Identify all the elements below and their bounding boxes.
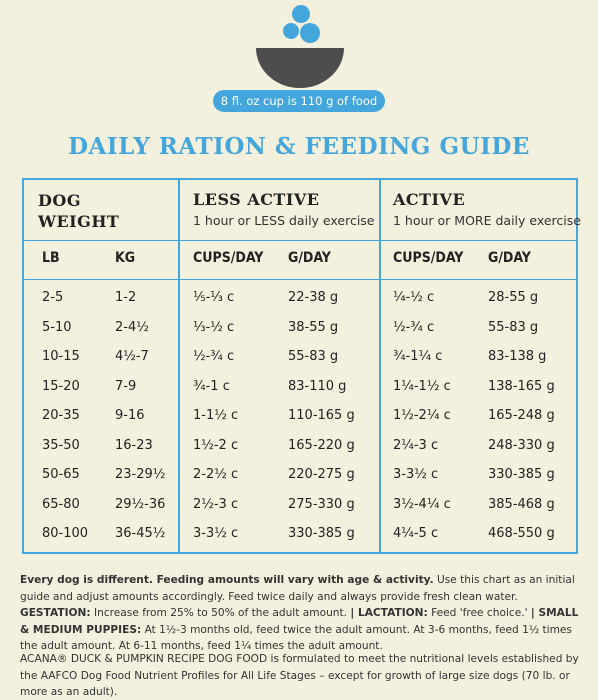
disclaimer: ACANA® DUCK & PUMPKIN RECIPE DOG FOOD is… bbox=[20, 653, 579, 698]
title: DAILY RATION & FEEDING GUIDE bbox=[68, 133, 530, 160]
table-cell: 2-4½ bbox=[115, 319, 149, 335]
table-cell: 330-385 g bbox=[288, 526, 355, 541]
table-cell: 83-138 g bbox=[488, 349, 547, 364]
table-cell: 138-165 g bbox=[488, 378, 555, 394]
note-text: Use this chart as an initial guide and a… bbox=[20, 574, 575, 603]
table-cell: 36-45½ bbox=[115, 526, 166, 541]
table-frame bbox=[22, 178, 578, 554]
table-cell: 80-100 bbox=[42, 526, 89, 541]
table-cell: 468-550 g bbox=[488, 526, 555, 541]
table-cell: 3-3½ c bbox=[393, 467, 439, 482]
divider bbox=[24, 279, 576, 280]
table-cell: 220-275 g bbox=[288, 467, 355, 482]
table-cell: 3-3½ c bbox=[193, 526, 239, 541]
table-cell: 55-83 g bbox=[488, 319, 539, 335]
bowl-icon bbox=[256, 5, 344, 88]
table-cell: 2¼-3 c bbox=[393, 437, 439, 453]
table-cell: ½-¾ c bbox=[393, 319, 435, 335]
table-cell: 275-330 g bbox=[288, 496, 355, 512]
divider bbox=[178, 178, 180, 552]
column-header: G/DAY bbox=[288, 250, 331, 266]
note-bold: GESTATION: bbox=[20, 607, 91, 619]
note-bold: | SMALL & MEDIUM PUPPIES: bbox=[20, 607, 579, 636]
column-header: KG bbox=[115, 250, 136, 266]
table-cell: 1½-2¼ c bbox=[393, 408, 451, 423]
table-cell: ⅓-½ c bbox=[193, 319, 235, 335]
table-cell: 23-29½ bbox=[115, 467, 166, 482]
group-title: LESS ACTIVE bbox=[193, 190, 320, 209]
table-cell: 4¼-5 c bbox=[393, 526, 439, 541]
table-cell: 5-10 bbox=[42, 319, 72, 335]
notes: Every dog is different. Feeding amounts … bbox=[20, 572, 580, 655]
table-cell: 7-9 bbox=[115, 378, 137, 394]
table-cell: 65-80 bbox=[42, 496, 80, 512]
table-cell: 385-468 g bbox=[488, 496, 555, 512]
table-cell: 330-385 g bbox=[488, 467, 555, 482]
group-title: DOG WEIGHT bbox=[38, 191, 120, 231]
table-cell: 1-1½ c bbox=[193, 408, 239, 423]
table-cell: 10-15 bbox=[42, 349, 80, 364]
table-cell: 9-16 bbox=[115, 408, 145, 423]
table-cell: 3½-4¼ c bbox=[393, 496, 451, 512]
table-cell: 55-83 g bbox=[288, 349, 339, 364]
table-cell: 2-2½ c bbox=[193, 467, 239, 482]
divider bbox=[24, 240, 576, 241]
table-cell: 50-65 bbox=[42, 467, 80, 482]
table-cell: 1¼-1½ c bbox=[393, 378, 451, 394]
table-cell: 2½-3 c bbox=[193, 496, 239, 512]
table-cell: ⅕-⅓ c bbox=[193, 290, 235, 305]
table-cell: 2-5 bbox=[42, 290, 64, 305]
column-header: G/DAY bbox=[488, 250, 531, 266]
table-cell: 20-35 bbox=[42, 408, 80, 423]
table-cell: ¾-1 c bbox=[193, 378, 230, 394]
table-cell: 165-248 g bbox=[488, 408, 555, 423]
column-header: CUPS/DAY bbox=[193, 250, 264, 266]
table-cell: 83-110 g bbox=[288, 378, 347, 394]
table-cell: 110-165 g bbox=[288, 408, 355, 423]
column-header: LB bbox=[42, 250, 60, 266]
note-bold: Every dog is different. Feeding amounts … bbox=[20, 574, 434, 586]
table-cell: ¼-½ c bbox=[393, 290, 435, 305]
table-cell: 248-330 g bbox=[488, 437, 555, 453]
table-cell: 35-50 bbox=[42, 437, 80, 453]
note-text: Feed 'free choice.' bbox=[431, 607, 528, 619]
table-cell: 16-23 bbox=[115, 437, 153, 453]
note-text: Increase from 25% to 50% of the adult am… bbox=[94, 607, 348, 619]
table-cell: 165-220 g bbox=[288, 437, 355, 453]
table-cell: 4½-7 bbox=[115, 349, 149, 364]
note-text: At 1½-3 months old, feed twice the adult… bbox=[20, 623, 572, 653]
table-cell: ½-¾ c bbox=[193, 349, 235, 364]
banner: 8 fl. oz cup is 110 g of food bbox=[213, 90, 385, 112]
group-subtitle: 1 hour or LESS daily exercise bbox=[193, 213, 375, 228]
table-cell: 22-38 g bbox=[288, 290, 339, 305]
table-cell: 1-2 bbox=[115, 290, 137, 305]
table-cell: 28-55 g bbox=[488, 290, 539, 305]
table-cell: ¾-1¼ c bbox=[393, 349, 443, 364]
table-cell: 1½-2 c bbox=[193, 437, 239, 453]
table-cell: 15-20 bbox=[42, 378, 80, 394]
note-bold: | LACTATION: bbox=[350, 607, 428, 619]
group-subtitle: 1 hour or MORE daily exercise bbox=[393, 213, 581, 228]
group-title: ACTIVE bbox=[393, 190, 466, 209]
divider bbox=[379, 178, 381, 552]
table-cell: 38-55 g bbox=[288, 319, 339, 335]
table-cell: 29½-36 bbox=[115, 496, 166, 512]
column-header: CUPS/DAY bbox=[393, 250, 464, 266]
